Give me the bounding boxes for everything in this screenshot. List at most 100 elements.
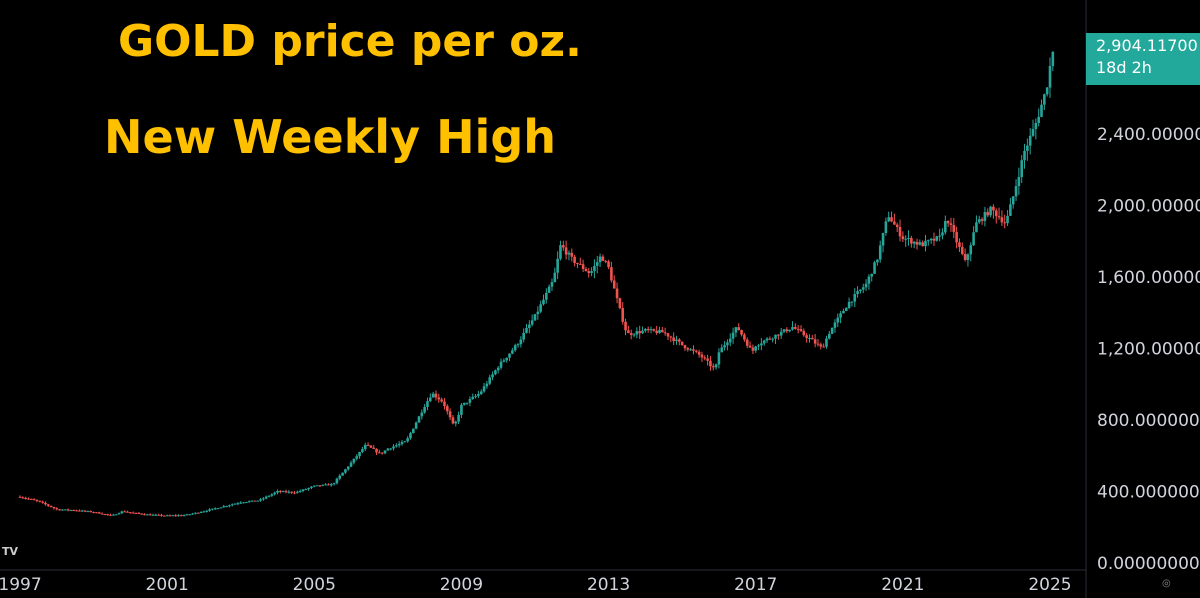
price-axis[interactable]: 0.00000000 400.000000 800.000000 1,200.0000… (1097, 125, 1200, 574)
time-axis[interactable]: 1997 2001 2005 2009 2013 2017 2021 2025 (0, 575, 1072, 595)
candle-body (983, 212, 987, 221)
candle-body (734, 327, 738, 333)
y-tick-label: 2,400.00000 (1097, 125, 1200, 145)
candle-body (346, 466, 350, 470)
candle-body (117, 513, 121, 515)
candle-body (338, 475, 342, 479)
candle-body (646, 328, 650, 331)
candle-body (771, 338, 774, 340)
candle-body (658, 329, 661, 334)
candle-body (559, 245, 562, 259)
candle-body (542, 299, 545, 305)
candle-body (912, 241, 916, 244)
candle-body (191, 513, 194, 515)
candle-body (1003, 222, 1007, 224)
candle-body (123, 511, 126, 513)
candle-body (621, 308, 625, 322)
candle-body (901, 236, 905, 240)
candle-body (779, 331, 783, 336)
candle-body (443, 401, 446, 407)
candle-body (1031, 128, 1035, 136)
candle-body (963, 254, 967, 260)
candle-body (1023, 150, 1026, 161)
candle-body (703, 357, 707, 359)
candle-body (686, 348, 690, 350)
candle-body (474, 395, 477, 397)
candle-body (1020, 160, 1024, 178)
candle-body (921, 242, 924, 247)
candle-body (618, 298, 622, 309)
candle-body (1034, 122, 1038, 129)
candle-body (641, 330, 644, 334)
candle-body (324, 484, 327, 486)
candle-body (1009, 204, 1012, 216)
candle-body (95, 512, 98, 514)
candle-body (910, 238, 913, 244)
candle-body (612, 280, 616, 289)
candle-body (318, 485, 322, 487)
candle-body (745, 339, 749, 346)
candle-body (907, 238, 910, 240)
candle-body (796, 328, 800, 330)
candle-body (590, 271, 593, 274)
candle-body (18, 496, 22, 498)
candle-body (890, 217, 893, 222)
candle-body (174, 515, 177, 517)
candle-body (929, 238, 933, 241)
candle-body (777, 334, 780, 336)
candle-body (723, 345, 726, 348)
candle-body (126, 511, 129, 513)
candle-body (567, 252, 571, 255)
candle-body (301, 489, 305, 492)
candle-body (757, 345, 760, 347)
candle-body (120, 511, 124, 514)
candle-body (202, 511, 206, 513)
candle-body (980, 219, 984, 221)
candle-body (887, 217, 891, 222)
candle-body (228, 505, 231, 507)
candle-body (663, 332, 667, 334)
candle-body (717, 352, 721, 365)
candle-body (242, 502, 245, 504)
candle-body (349, 462, 353, 467)
candle-body (765, 338, 769, 341)
candle-body (1043, 94, 1046, 105)
candle-body (414, 422, 418, 429)
candle-body (720, 347, 724, 353)
candle-body (281, 491, 285, 493)
candle-body (154, 514, 158, 516)
candle-body (960, 246, 964, 255)
candle-body (114, 514, 118, 516)
settings-icon[interactable]: ◎ (1162, 578, 1171, 589)
candle-body (762, 340, 766, 344)
candle-body (607, 261, 610, 268)
tradingview-logo-icon[interactable]: TV (2, 545, 19, 558)
candle-body (714, 364, 718, 368)
candle-body (994, 210, 998, 217)
candle-body (830, 327, 834, 334)
candle-body (168, 515, 172, 517)
candle-body (293, 492, 296, 494)
candle-body (819, 344, 823, 347)
candle-body (423, 406, 426, 413)
candle-body (273, 492, 276, 495)
candle-body (992, 206, 995, 211)
candle-body (38, 500, 42, 502)
x-tick-label: 2025 (1028, 575, 1071, 595)
candle-body (30, 498, 33, 500)
candle-body (451, 417, 455, 424)
candle-body (904, 238, 907, 240)
candle-body (545, 292, 548, 300)
candle-body (129, 512, 132, 514)
candle-body (847, 301, 851, 308)
candle-body (678, 339, 681, 342)
candle-body (519, 339, 523, 345)
candle-body (816, 343, 820, 345)
x-tick-label: 2017 (734, 575, 777, 595)
candle-body (836, 317, 840, 323)
candle-body (445, 406, 449, 412)
candle-body (813, 339, 817, 344)
candle-body (165, 515, 169, 517)
last-price-value: 2,904.11700 (1096, 36, 1198, 55)
candle-body (949, 223, 953, 226)
